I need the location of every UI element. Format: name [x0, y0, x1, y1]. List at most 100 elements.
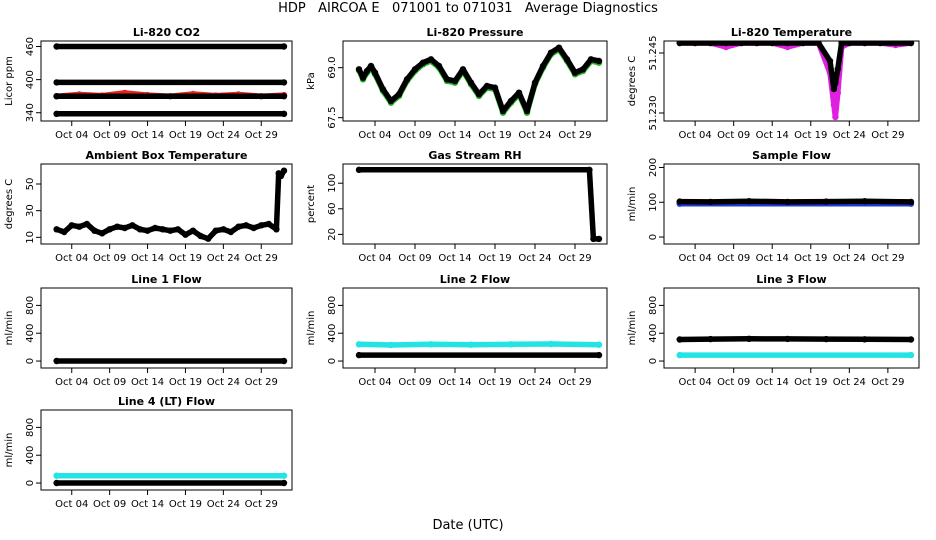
x-tick-label: Oct 19 — [169, 499, 202, 510]
plot-data — [676, 335, 915, 359]
data-point — [189, 227, 197, 234]
data-point — [691, 41, 699, 47]
chart-panel-8: Line 2 Flow 0 400 800 ml/min Oct 04 Oct 09 Oct … — [306, 273, 608, 388]
data-point — [815, 41, 822, 47]
x-tick-label: Oct 09 — [93, 499, 126, 510]
data-point — [892, 41, 899, 47]
data-point — [676, 198, 683, 205]
data-point — [363, 67, 371, 75]
data-point — [907, 336, 915, 343]
x-tick-label: Oct 19 — [794, 130, 827, 141]
chart-title: Line 1 Flow — [131, 273, 201, 286]
data-point — [427, 341, 435, 348]
data-point — [419, 59, 427, 66]
data-point — [595, 351, 603, 359]
y-axis-label: degrees C — [627, 56, 638, 106]
data-point — [197, 232, 204, 240]
data-point — [826, 57, 834, 65]
data-point — [403, 76, 411, 83]
y-tick-label: 0 — [648, 358, 659, 364]
x-tick-label: Oct 04 — [55, 130, 88, 141]
y-tick-label: 400 — [327, 324, 338, 343]
y-tick-label: 0 — [25, 480, 36, 486]
data-point — [832, 79, 839, 87]
plot-data — [53, 43, 288, 118]
data-point — [861, 198, 868, 205]
data-point — [174, 226, 182, 233]
y-axis-label: ml/min — [627, 187, 638, 222]
y-tick-label: 51.245 — [648, 36, 659, 71]
x-tick-label: Oct 24 — [833, 253, 866, 264]
plot-data — [53, 167, 288, 242]
data-point — [531, 79, 539, 86]
chart-title: Ambient Box Temperature — [86, 149, 248, 162]
data-point — [579, 66, 587, 73]
x-tick-label: Oct 14 — [438, 130, 471, 141]
x-tick-label: Oct 14 — [756, 253, 789, 264]
data-point — [483, 82, 491, 90]
data-point — [676, 41, 683, 47]
data-point — [523, 107, 531, 115]
chart-panel-5: Gas Stream RH 20 60 100 percent Oct 04 Oct 09 O… — [306, 149, 608, 264]
data-point — [838, 41, 845, 47]
data-point — [371, 69, 379, 76]
data-point — [507, 341, 515, 348]
chart-panel-2: Li-820 Pressure 67.5 69.0 kPa Oct 04 Oct 09 Oc… — [306, 26, 608, 141]
y-tick-label: 340 — [25, 103, 36, 122]
data-point — [846, 41, 853, 47]
y-tick-label: 51.230 — [648, 96, 659, 131]
data-point — [91, 227, 98, 234]
y-axis-label: ml/min — [627, 311, 638, 346]
plot-frame — [663, 40, 920, 122]
data-point — [830, 101, 838, 109]
data-point — [784, 198, 791, 206]
x-tick-label: Oct 04 — [55, 253, 88, 264]
data-point — [136, 226, 144, 233]
plot-frame — [342, 163, 608, 245]
chart-title: Gas Stream RH — [428, 149, 521, 162]
data-point — [547, 49, 555, 56]
y-tick-label: 0 — [25, 358, 36, 364]
series-temperature-alt — [676, 41, 914, 120]
data-point — [121, 224, 128, 232]
plot-frame — [663, 163, 920, 245]
data-point — [182, 231, 189, 238]
x-tick-label: Oct 24 — [518, 253, 551, 264]
x-tick-label: Oct 29 — [871, 130, 904, 141]
data-point — [355, 166, 363, 173]
data-point — [823, 335, 830, 343]
data-point — [205, 235, 212, 242]
x-tick-label: Oct 29 — [245, 253, 278, 264]
y-tick-label: 800 — [25, 418, 36, 437]
data-point — [53, 79, 60, 86]
data-point — [144, 227, 151, 234]
chart-panel-6: Sample Flow 0 100 200 ml/min Oct 04 Oct 09 Oct … — [627, 149, 920, 264]
data-point — [159, 226, 166, 233]
data-point — [830, 85, 838, 93]
data-point — [877, 41, 884, 47]
data-point — [367, 62, 375, 70]
plot-data — [355, 44, 603, 116]
x-tick-label: Oct 24 — [833, 130, 866, 141]
data-point — [451, 77, 459, 85]
data-point — [435, 62, 443, 70]
x-tick-label: Oct 19 — [169, 130, 202, 141]
x-tick-label: Oct 04 — [358, 130, 391, 141]
plot-frame — [40, 287, 293, 369]
data-point — [76, 223, 83, 230]
x-tick-label: Oct 24 — [833, 377, 866, 388]
y-tick-label: 400 — [25, 70, 36, 89]
x-tick-label: Oct 24 — [207, 499, 240, 510]
y-axis-label: degrees C — [4, 179, 15, 229]
plot-frame — [40, 409, 293, 491]
y-tick-label: 50 — [25, 178, 36, 191]
chart-panel-1: Li-820 CO2 340 400 460 Licor ppm Oct 04 Oct 09… — [4, 26, 293, 141]
y-tick-label: 0 — [648, 234, 659, 240]
chart-panel-10: Line 4 (LT) Flow 0 400 800 ml/min Oct 04 Oct 0… — [4, 395, 293, 510]
data-point — [707, 335, 714, 343]
x-tick-label: Oct 14 — [756, 130, 789, 141]
plot-frame — [663, 287, 920, 369]
x-tick-label: Oct 14 — [756, 377, 789, 388]
data-point — [280, 79, 288, 86]
